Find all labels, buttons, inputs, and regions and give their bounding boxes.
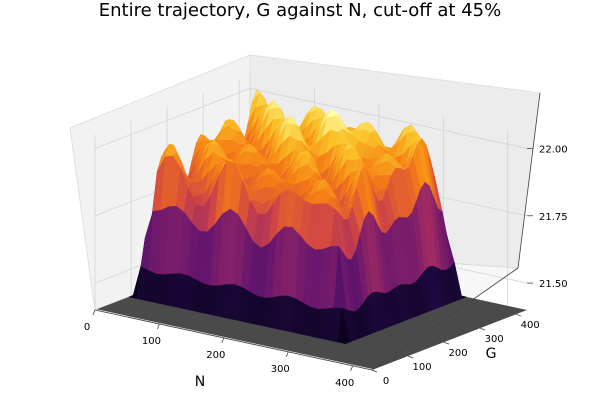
grid-line — [94, 88, 528, 149]
y-axis-line — [371, 267, 519, 371]
x-tick-mark — [285, 351, 289, 358]
z-tick-label: 22.00 — [539, 144, 568, 155]
surface-patch — [337, 308, 350, 345]
x-tick-label: 400 — [335, 378, 354, 389]
y-tick-label: 200 — [449, 348, 468, 359]
y-tick-mark — [371, 369, 378, 373]
y-tick-mark — [516, 313, 522, 317]
x-tick-mark — [221, 337, 225, 344]
y-tick-label: 100 — [412, 362, 431, 373]
x-tick-mark — [350, 365, 354, 371]
y-tick-label: 400 — [521, 320, 540, 331]
z-ticks: 21.50 21.75 22.00 — [527, 144, 568, 290]
z-tick-label: 21.75 — [539, 212, 568, 223]
surface-mesh — [128, 89, 468, 345]
y-tick-mark — [407, 355, 414, 359]
z-tick-label: 21.50 — [539, 279, 568, 290]
y-axis-label: G — [486, 346, 497, 362]
x-tick-mark — [157, 323, 160, 330]
x-tick-mark — [92, 309, 96, 316]
x-axis-line — [94, 309, 373, 371]
y-tick-label: 0 — [383, 376, 389, 387]
x-axis-label: N — [195, 374, 205, 390]
x-ticks: 0 100 200 300 400 — [84, 309, 354, 389]
x-tick-label: 300 — [271, 364, 290, 375]
y-tick-mark — [443, 341, 450, 345]
y-tick-mark — [479, 327, 486, 331]
x-tick-label: 200 — [206, 350, 225, 361]
y-ticks: 0 100 200 300 400 — [371, 313, 540, 387]
y-tick-label: 300 — [485, 334, 504, 345]
x-tick-label: 100 — [142, 336, 161, 347]
chart-title: Entire trajectory, G against N, cut-off … — [98, 0, 502, 21]
z-axis-line — [517, 92, 541, 269]
x-tick-label: 0 — [84, 322, 90, 333]
